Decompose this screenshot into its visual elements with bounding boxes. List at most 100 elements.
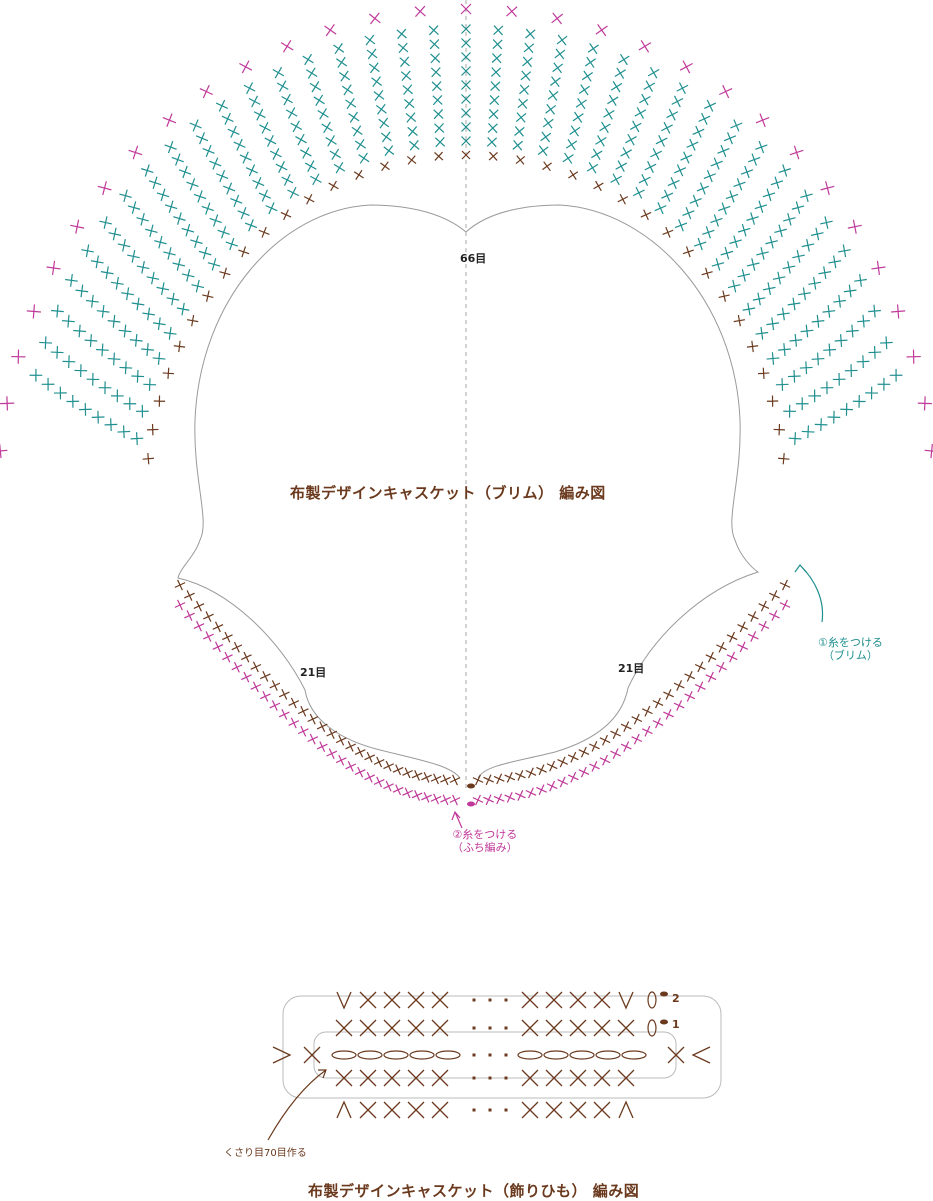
side-right-inner-icon	[667, 1046, 685, 1064]
stitch-x-icon	[402, 767, 413, 779]
stitch-x-icon	[737, 269, 751, 282]
stitch-x-icon	[924, 443, 933, 459]
stitch-x-icon	[178, 165, 192, 179]
stitch-x-icon	[778, 343, 791, 356]
stitch-x-icon	[754, 200, 768, 214]
stitch-x-icon	[591, 148, 603, 161]
stitch-x-icon	[173, 212, 186, 225]
stitch-x-icon	[383, 1019, 401, 1037]
attach-yarn-edging-line2: （ふち編み）	[452, 841, 518, 854]
stitch-x-icon	[290, 120, 303, 133]
stitch-x-icon	[373, 776, 385, 788]
stitch-x-icon	[725, 190, 739, 203]
chain-stitch-icon	[383, 1050, 409, 1060]
stitch-x-icon	[638, 39, 652, 53]
stitch-x-icon	[223, 182, 236, 195]
stitch-x-icon	[117, 238, 131, 252]
stitch-x-icon	[364, 771, 376, 783]
stitch-x-icon	[593, 991, 611, 1009]
stitch-x-icon	[717, 144, 730, 158]
stitch-x-icon	[383, 760, 395, 772]
stitch-x-icon	[587, 43, 599, 55]
stitch-x-icon	[778, 453, 790, 465]
stitch-x-icon	[79, 403, 92, 416]
stitch-x-icon	[240, 651, 252, 663]
stitch-x-icon	[354, 766, 366, 778]
stitch-x-icon	[110, 276, 124, 290]
stitch-x-icon	[86, 372, 100, 386]
stitch-x-icon	[461, 38, 471, 48]
stitch-x-icon	[692, 125, 705, 138]
stitch-x-icon	[221, 112, 234, 125]
stitch-x-icon	[431, 1069, 449, 1087]
stitch-x-icon	[207, 258, 221, 271]
stitch-x-icon	[798, 287, 811, 301]
stitch-x-icon	[281, 173, 294, 186]
stitch-x-icon	[461, 24, 471, 34]
stitch-x-icon	[755, 113, 770, 127]
stitch-x-icon	[404, 98, 415, 109]
stitch-x-icon	[449, 774, 461, 786]
stitch-x-icon	[766, 317, 780, 331]
stitch-x-icon	[107, 314, 121, 328]
stitch-x-icon	[269, 680, 281, 691]
stitch-x-icon	[525, 787, 537, 799]
stitch-x-icon	[769, 610, 780, 621]
stitch-x-icon	[174, 599, 186, 611]
stitch-x-icon	[718, 202, 731, 215]
stitch-x-icon	[252, 176, 265, 190]
stitch-x-icon	[514, 770, 526, 781]
stitch-x-icon	[820, 381, 834, 395]
stitch-x-icon	[163, 326, 177, 340]
stitch-x-icon	[769, 590, 780, 601]
stitch-x-icon	[461, 108, 471, 118]
stitch-x-icon	[720, 246, 734, 260]
stitch-x-icon	[288, 697, 300, 709]
stitch-x-icon	[565, 138, 578, 151]
stitch-x-icon	[166, 292, 180, 306]
stitch-x-icon	[748, 153, 761, 166]
stitch-x-icon	[693, 237, 707, 251]
stitch-x-icon	[620, 147, 632, 159]
stitch-x-icon	[146, 271, 160, 285]
stitch-decrease-icon	[618, 1100, 634, 1119]
stitch-x-icon	[599, 754, 611, 766]
stitch-x-icon	[490, 81, 501, 92]
stitch-x-icon	[620, 721, 632, 732]
stitch-x-icon	[421, 772, 432, 783]
stitch-x-icon	[730, 119, 743, 132]
stitch-x-icon	[827, 410, 841, 424]
stitch-x-icon	[97, 181, 112, 196]
stitch-x-icon	[663, 709, 674, 720]
stitch-x-icon	[397, 42, 409, 54]
stitch-x-icon	[39, 336, 52, 350]
stitch-x-icon	[434, 136, 446, 148]
stitch-x-icon	[773, 423, 785, 436]
stitch-x-icon	[378, 117, 390, 129]
stitch-x-icon	[490, 67, 502, 78]
stitch-x-icon	[552, 62, 564, 74]
stitch-x-icon	[661, 189, 674, 202]
stitch-x-icon	[430, 53, 441, 64]
stitch-x-icon	[684, 670, 696, 682]
stitch-x-icon	[203, 611, 214, 622]
stitch-x-icon	[788, 432, 802, 445]
stitch-x-icon	[181, 269, 195, 282]
stitch-x-icon	[486, 136, 498, 148]
stitch-x-icon	[746, 340, 759, 353]
stitch-x-icon	[557, 756, 569, 768]
stitch-x-icon	[288, 717, 300, 729]
stitch-x-icon	[440, 794, 451, 806]
stitch-x-icon	[638, 173, 651, 186]
stitch-x-icon	[472, 774, 484, 786]
stitch-x-icon	[542, 161, 552, 172]
stitch-x-icon	[186, 314, 199, 327]
stitch-x-icon	[704, 99, 717, 112]
stitch-x-icon	[329, 148, 341, 161]
stitch-x-icon	[569, 1019, 587, 1037]
stitch-x-icon	[755, 326, 769, 340]
stitch-x-icon	[845, 324, 859, 338]
stitch-x-icon	[581, 70, 594, 82]
stitch-x-icon	[143, 378, 157, 391]
stitch-x-icon	[810, 227, 824, 241]
